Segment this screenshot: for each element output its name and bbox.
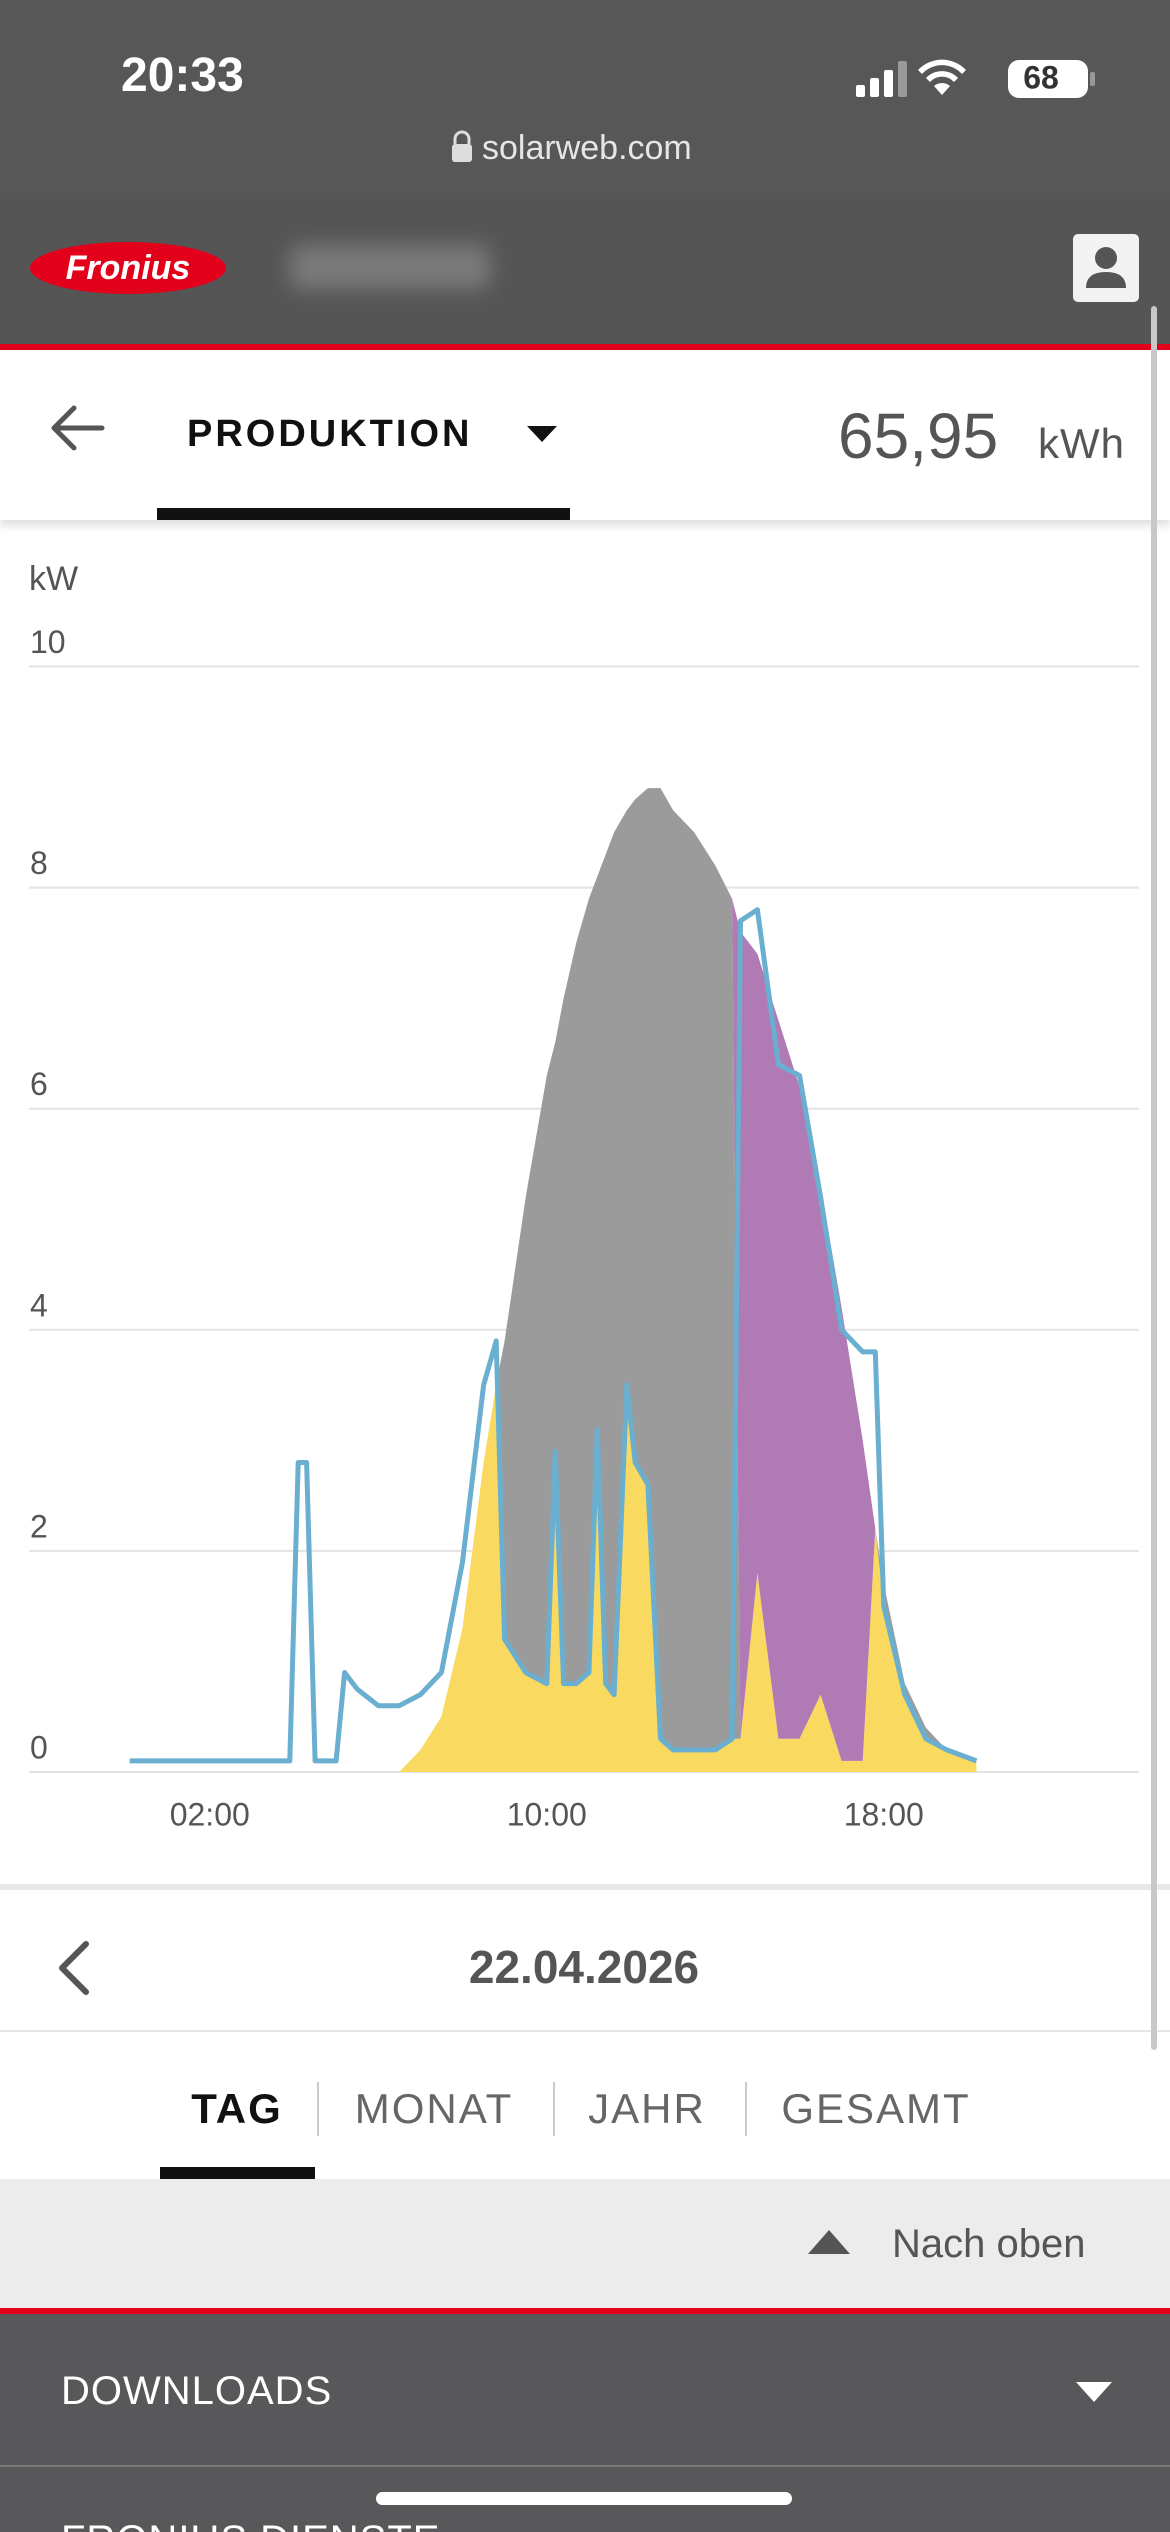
period-tab[interactable]: TAG — [191, 2085, 283, 2132]
expand-caret — [1076, 2382, 1112, 2402]
y-tick-label: 10 — [30, 624, 66, 660]
separator — [0, 2030, 1170, 2032]
up-caret — [808, 2230, 850, 2254]
signal-bar — [856, 85, 865, 97]
active-tab-underline — [157, 508, 570, 520]
footer-item[interactable]: FRONIUS DIENSTE — [61, 2520, 440, 2532]
footer-item[interactable]: DOWNLOADS — [61, 2369, 333, 2413]
accent-line — [0, 344, 1170, 350]
line — [129, 907, 978, 1764]
tab-divider — [317, 2082, 319, 2136]
date: 22.04.2026 — [468, 1941, 700, 1993]
x-tick-label: 02:00 — [170, 1796, 250, 1832]
wifi-icon — [918, 59, 966, 95]
period-tab[interactable]: GESAMT — [781, 2085, 971, 2132]
tab-bar — [0, 350, 1170, 520]
separator — [0, 2465, 1170, 2467]
y-tick-label: 0 — [30, 1729, 48, 1765]
status-icons: 68 — [856, 59, 1095, 98]
back-to-top-bar — [0, 2179, 1170, 2309]
battery-nub — [1090, 72, 1095, 86]
y-axis-label: kW — [29, 560, 78, 598]
active-tab-underline — [160, 2167, 315, 2179]
logo-text: Fronius — [66, 249, 191, 287]
area — [129, 788, 977, 1772]
y-tick-label: 6 — [30, 1066, 48, 1102]
dropdown-caret — [527, 426, 557, 442]
period-tab[interactable]: JAHR — [588, 2085, 706, 2132]
total-value: 65,95 — [838, 400, 999, 472]
user-button[interactable] — [1073, 234, 1139, 302]
signal-bar — [870, 78, 879, 97]
battery-level: 68 — [1023, 59, 1059, 95]
accent-line — [0, 2308, 1170, 2314]
x-tick-label: 18:00 — [844, 1796, 924, 1832]
lock-icon — [452, 130, 472, 162]
status-bar — [0, 0, 1170, 194]
back-button[interactable] — [50, 404, 106, 452]
signal-bar — [898, 61, 907, 97]
tab-divider — [553, 2082, 555, 2136]
separator — [0, 1884, 1170, 1890]
blurred-site-name — [290, 245, 490, 289]
previous-day[interactable] — [54, 1940, 94, 1996]
period-tab[interactable]: MONAT — [354, 2085, 514, 2132]
clock: 20:33 — [121, 49, 244, 102]
battery — [1008, 60, 1088, 98]
scrollbar — [1151, 306, 1157, 2050]
home-indicator — [376, 2492, 792, 2505]
area — [129, 788, 977, 1772]
logo: Fronius — [30, 242, 226, 294]
signal-bar — [884, 70, 893, 97]
y-tick-label: 4 — [30, 1287, 48, 1323]
y-tick-label: 2 — [30, 1508, 48, 1544]
total-unit: kWh — [1038, 420, 1125, 467]
x-tick-label: 10:00 — [507, 1796, 587, 1832]
chart: kW 0 2 4 6 8 10 02:00 10:00 18:00 — [29, 560, 1139, 1832]
view-selector[interactable]: PRODUKTION — [187, 413, 473, 455]
y-tick-label: 8 — [30, 845, 48, 881]
url: solarweb.com — [482, 129, 692, 167]
back-to-top[interactable]: Nach oben — [892, 2222, 1086, 2266]
tab-divider — [745, 2082, 747, 2136]
